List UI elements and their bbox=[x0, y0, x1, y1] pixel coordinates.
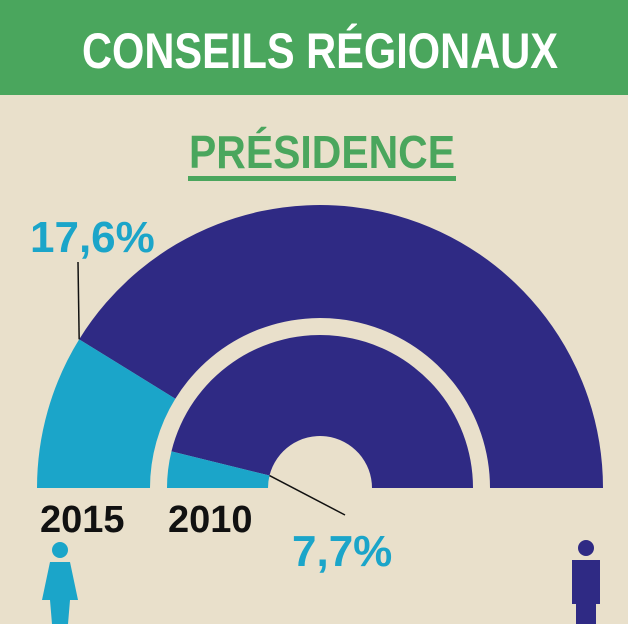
chart-title: CONSEILS RÉGIONAUX bbox=[82, 23, 558, 79]
man-icon bbox=[572, 540, 600, 624]
share-segment bbox=[37, 339, 176, 488]
leader-line bbox=[77, 261, 80, 340]
woman-icon bbox=[42, 542, 78, 624]
share-segment bbox=[167, 451, 270, 488]
series-label: 2010 bbox=[168, 499, 253, 541]
chart-subtitle: PRÉSIDENCE bbox=[189, 126, 455, 178]
header-band bbox=[0, 0, 628, 95]
subtitle-underline bbox=[188, 176, 456, 181]
value-label: 7,7% bbox=[292, 527, 392, 576]
value-label: 17,6% bbox=[30, 213, 155, 262]
remainder-segment bbox=[79, 205, 603, 489]
remainder-segment bbox=[171, 334, 474, 488]
leader-line bbox=[269, 474, 346, 516]
series-label: 2015 bbox=[40, 499, 125, 541]
